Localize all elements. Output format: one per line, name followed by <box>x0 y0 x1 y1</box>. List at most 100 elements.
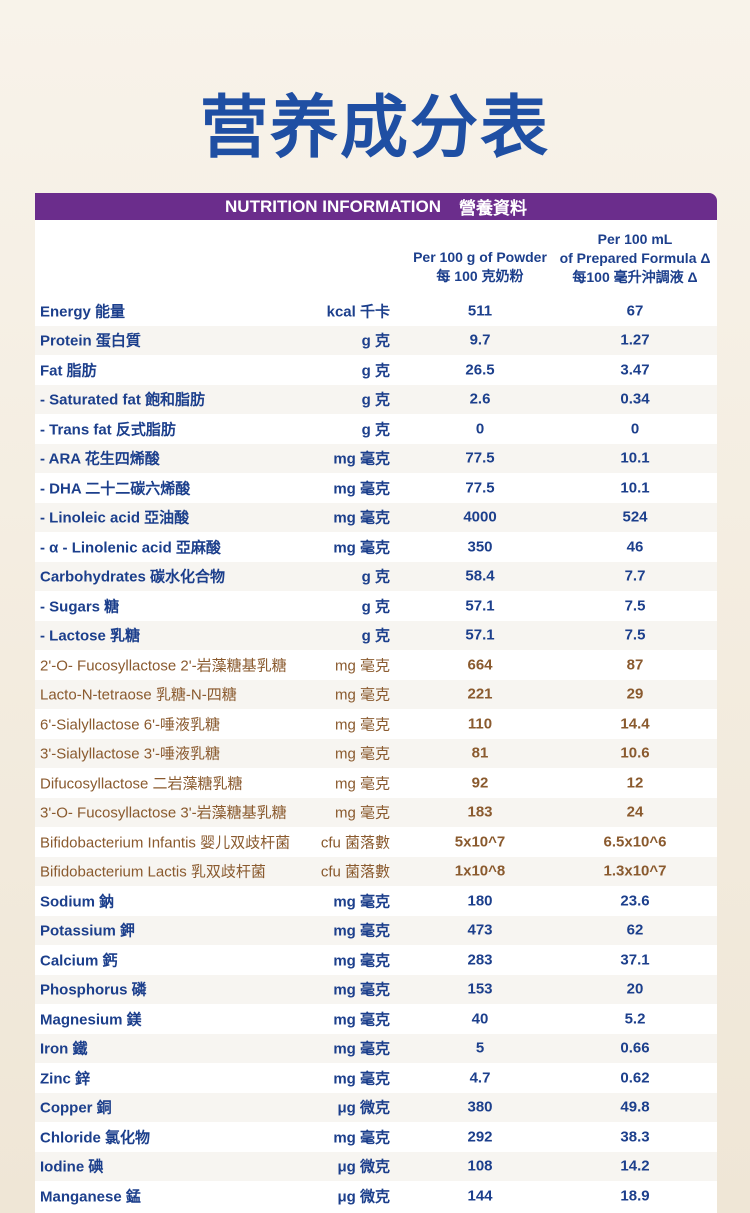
header-line: Per 100 mL <box>597 231 673 247</box>
powder-value: 108 <box>467 1157 493 1175</box>
powder-value: 183 <box>467 803 493 821</box>
powder-value: 350 <box>467 538 493 556</box>
nutrient-name: Iron 鐵 <box>40 1040 88 1058</box>
header-line: of Prepared Formula Δ <box>559 250 711 266</box>
prepared-value: 7.7 <box>624 567 646 585</box>
table-row: - Sugars 糖 g 克 57.1 7.5 <box>35 591 717 621</box>
unit: g 克 <box>361 568 390 586</box>
table-row: Protein 蛋白質 g 克 9.7 1.27 <box>35 325 717 355</box>
unit: mg 毫克 <box>333 952 390 970</box>
powder-value: 5x10^7 <box>454 833 506 851</box>
unit: mg 毫克 <box>334 745 390 763</box>
table-row: Phosphorus 磷 mg 毫克 153 20 <box>35 974 717 1004</box>
nutrient-name: Phosphorus 磷 <box>40 981 147 999</box>
unit: g 克 <box>361 627 390 645</box>
unit: mg 毫克 <box>333 539 390 557</box>
unit: mg 毫克 <box>333 1040 390 1058</box>
unit: g 克 <box>361 391 390 409</box>
nutrient-name: Fat 脂肪 <box>40 362 97 380</box>
nutrient-name: Bifidobacterium Infantis 婴儿双歧杆菌 <box>40 834 291 852</box>
prepared-value: 10.1 <box>620 449 650 467</box>
prepared-value: 10.1 <box>620 479 650 497</box>
nutrient-name: Copper 銅 <box>40 1099 112 1117</box>
powder-value: 664 <box>467 656 493 674</box>
nutrient-name: - Linoleic acid 亞油酸 <box>40 509 190 527</box>
powder-value: 2.6 <box>469 390 491 408</box>
unit: μg 微克 <box>337 1099 390 1117</box>
table-row: 2'-O- Fucosyllactose 2'-岩藻糖基乳糖 mg 毫克 664 87 <box>35 650 717 680</box>
powder-value: 153 <box>467 980 493 998</box>
prepared-value: 12 <box>626 774 644 792</box>
powder-value: 4000 <box>463 508 497 526</box>
prepared-value: 1.27 <box>620 331 650 349</box>
powder-value: 292 <box>467 1128 493 1146</box>
powder-value: 57.1 <box>465 626 495 644</box>
header-line: Per 100 g of Powder <box>413 249 547 265</box>
unit: μg 微克 <box>337 1158 390 1176</box>
table-row: Difucosyllactose 二岩藻糖乳糖 mg 毫克 92 12 <box>35 768 717 798</box>
unit: g 克 <box>361 421 390 439</box>
prepared-value: 10.6 <box>620 744 650 762</box>
unit: g 克 <box>361 362 390 380</box>
prepared-value: 0.62 <box>620 1069 650 1087</box>
banner: NUTRITION INFORMATION 營養資料 <box>35 193 717 220</box>
table-row: Chloride 氯化物 mg 毫克 292 38.3 <box>35 1122 717 1152</box>
table-row: Calcium 鈣 mg 毫克 283 37.1 <box>35 945 717 975</box>
powder-value: 40 <box>471 1010 489 1028</box>
powder-value: 473 <box>467 921 493 939</box>
nutrient-name: Protein 蛋白質 <box>40 332 141 350</box>
prepared-value: 24 <box>626 803 644 821</box>
nutrient-name: - Lactose 乳糖 <box>40 627 141 645</box>
banner-en: NUTRITION INFORMATION <box>225 196 441 216</box>
prepared-value: 46 <box>626 538 644 556</box>
nutrient-name: 6'-Sialyllactose 6'-唾液乳糖 <box>40 716 220 734</box>
unit: mg 毫克 <box>333 450 390 468</box>
unit: mg 毫克 <box>333 480 390 498</box>
table-row: Iron 鐵 mg 毫克 5 0.66 <box>35 1033 717 1063</box>
unit: μg 微克 <box>337 1188 390 1206</box>
nutrient-name: - α - Linolenic acid 亞麻酸 <box>40 539 221 557</box>
table-row: 3'-Sialyllactose 3'-唾液乳糖 mg 毫克 81 10.6 <box>35 738 717 768</box>
table-row: - DHA 二十二碳六烯酸 mg 毫克 77.5 10.1 <box>35 473 717 503</box>
prepared-value: 49.8 <box>620 1098 650 1116</box>
prepared-value: 0.34 <box>620 390 650 408</box>
table-row: Energy 能量 kcal 千卡 511 67 <box>35 296 717 326</box>
prepared-value: 14.4 <box>620 715 650 733</box>
unit: mg 毫克 <box>333 509 390 527</box>
unit: cfu 菌落數 <box>320 863 390 881</box>
powder-value: 283 <box>467 951 493 969</box>
unit: mg 毫克 <box>333 1011 390 1029</box>
unit: mg 毫克 <box>333 893 390 911</box>
nutrient-name: Bifidobacterium Lactis 乳双歧杆菌 <box>40 863 266 881</box>
prepared-value: 5.2 <box>624 1010 646 1028</box>
header-line: 每 100 克奶粉 <box>436 268 524 284</box>
table-row: Copper 銅 μg 微克 380 49.8 <box>35 1092 717 1122</box>
prepared-value: 1.3x10^7 <box>603 862 667 880</box>
unit: mg 毫克 <box>334 686 390 704</box>
powder-value: 0 <box>475 420 485 438</box>
prepared-value: 524 <box>622 508 648 526</box>
prepared-value: 37.1 <box>620 951 650 969</box>
table-row: Manganese 錳 μg 微克 144 18.9 <box>35 1181 717 1211</box>
table-row: Carbohydrates 碳水化合物 g 克 58.4 7.7 <box>35 561 717 591</box>
powder-value: 144 <box>467 1187 493 1205</box>
powder-value: 5 <box>475 1039 485 1057</box>
nutrient-name: Lacto-N-tetraose 乳糖-N-四糖 <box>40 686 237 704</box>
unit: mg 毫克 <box>333 1129 390 1147</box>
nutrient-name: 3'-O- Fucosyllactose 3'-岩藻糖基乳糖 <box>40 804 287 822</box>
nutrient-name: - Saturated fat 飽和脂肪 <box>40 391 206 409</box>
nutrient-name: Manganese 錳 <box>40 1188 141 1206</box>
nutrition-table: Per 100 g of Powder 每 100 克奶粉 Per 100 mL… <box>35 220 717 1213</box>
table-row: Potassium 鉀 mg 毫克 473 62 <box>35 915 717 945</box>
header-line: 每100 毫升沖調液 Δ <box>572 269 698 285</box>
column-header: Per 100 g of Powder 每 100 克奶粉 <box>395 248 565 286</box>
powder-value: 4.7 <box>469 1069 491 1087</box>
nutrient-name: Calcium 鈣 <box>40 952 118 970</box>
table-row: - Lactose 乳糖 g 克 57.1 7.5 <box>35 620 717 650</box>
powder-value: 26.5 <box>465 361 495 379</box>
nutrient-name: Sodium 鈉 <box>40 893 115 911</box>
powder-value: 92 <box>471 774 489 792</box>
unit: mg 毫克 <box>333 981 390 999</box>
unit: mg 毫克 <box>333 1070 390 1088</box>
